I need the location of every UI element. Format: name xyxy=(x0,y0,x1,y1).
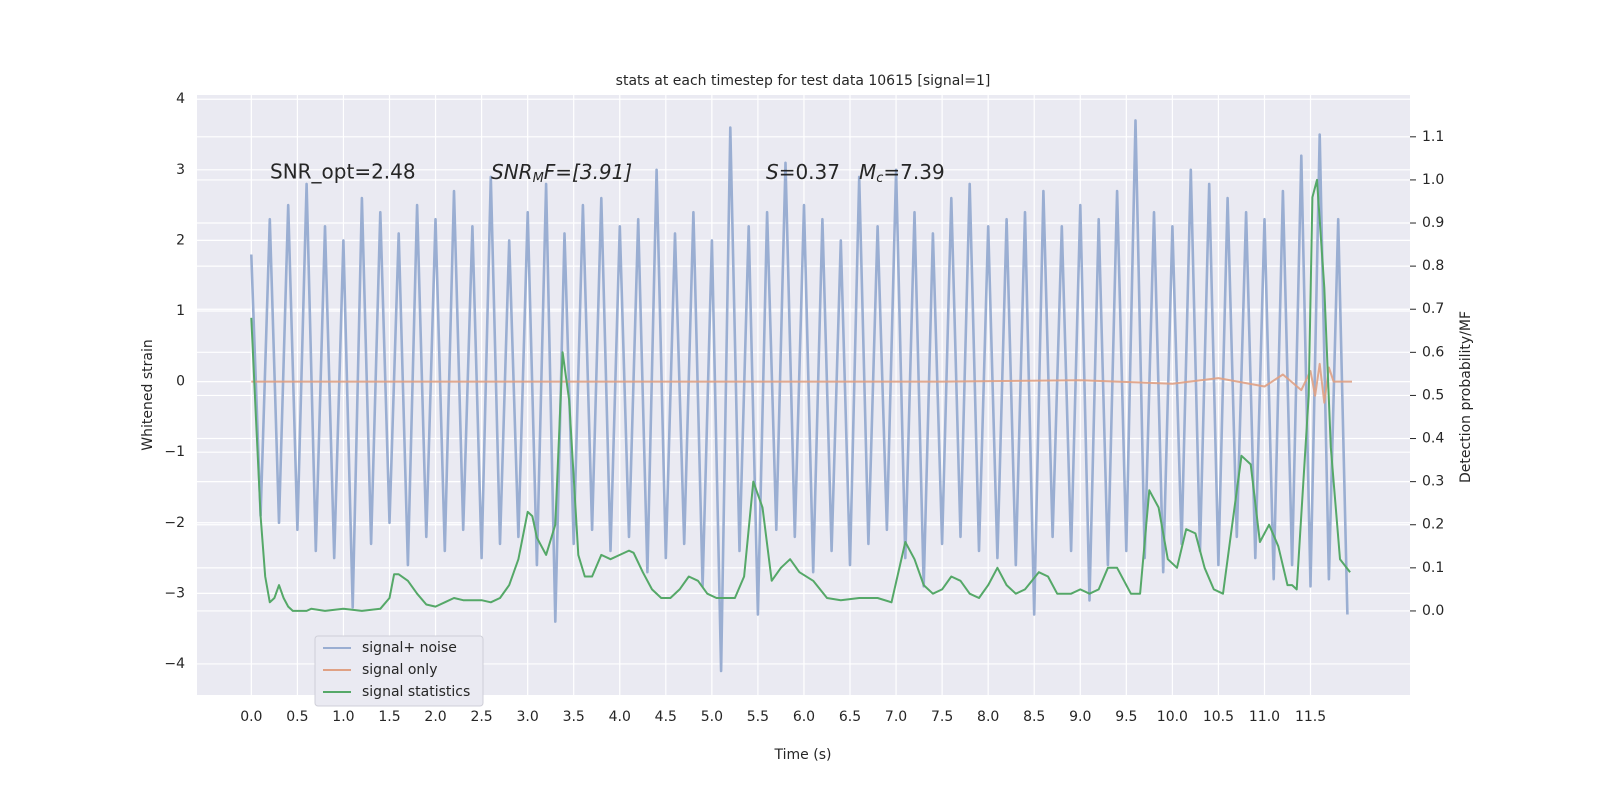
y-tick-label: 3 xyxy=(176,162,185,178)
x-tick-label: 8.5 xyxy=(1023,709,1045,725)
y-tick-label: −2 xyxy=(164,515,185,531)
y2-tick-label: 0.1 xyxy=(1422,560,1444,576)
y2-tick-label: 0.0 xyxy=(1422,603,1444,619)
x-tick-label: 2.0 xyxy=(424,709,446,725)
x-tick-label: 7.0 xyxy=(885,709,907,725)
y-tick-label: −4 xyxy=(164,656,185,672)
y2-tick-label: 0.4 xyxy=(1422,431,1444,447)
series-line xyxy=(250,119,1349,673)
annotation: SNRMF=[3.91] xyxy=(491,160,632,186)
x-tick-label: 8.0 xyxy=(977,709,999,725)
chart-title: stats at each timestep for test data 106… xyxy=(616,73,991,89)
annotation-part: M xyxy=(533,171,544,186)
y2-tick-label: 0.8 xyxy=(1422,258,1444,274)
x-tick-label: 11.0 xyxy=(1249,709,1280,725)
x-tick-label: 11.5 xyxy=(1295,709,1326,725)
x-tick-label: 6.0 xyxy=(793,709,815,725)
annotation-part: F=[3.91] xyxy=(544,160,632,184)
x-tick-label: 2.5 xyxy=(470,709,492,725)
y2-axis-label: Detection probability/MF xyxy=(1458,311,1474,483)
legend-box xyxy=(314,635,484,707)
x-tick-label: 3.5 xyxy=(563,709,585,725)
annotation: SNR_opt=2.48 xyxy=(270,160,416,184)
annotation-part: SNR xyxy=(491,160,533,184)
x-axis-label: Time (s) xyxy=(774,747,832,763)
y2-tick-label: 1.1 xyxy=(1422,129,1444,145)
x-tick-label: 9.0 xyxy=(1069,709,1091,725)
legend-label: signal+ noise xyxy=(362,640,457,656)
y2-tick-label: 0.9 xyxy=(1422,215,1444,231)
x-tick-label: 1.5 xyxy=(378,709,400,725)
y-tick-label: 4 xyxy=(176,91,185,107)
y2-tick-label: 0.5 xyxy=(1422,387,1444,403)
x-tick-label: 10.5 xyxy=(1203,709,1234,725)
annotation-part: S xyxy=(766,160,779,184)
y2-tick-label: 0.6 xyxy=(1422,344,1444,360)
y2-tick-label: 0.7 xyxy=(1422,301,1444,317)
x-tick-label: 0.0 xyxy=(240,709,262,725)
x-tick-label: 1.0 xyxy=(332,709,354,725)
y2-tick-label: 0.2 xyxy=(1422,517,1444,533)
y2-tick-label: 0.3 xyxy=(1422,474,1444,490)
annotation-part: M xyxy=(859,160,876,184)
x-tick-label: 10.0 xyxy=(1157,709,1188,725)
legend: signal+ noise signal only signal statistic… xyxy=(314,635,484,707)
y-tick-label: 2 xyxy=(176,232,185,248)
annotation-part: c xyxy=(876,171,883,186)
x-tick-label: 4.0 xyxy=(609,709,631,725)
annotation: Mc=7.39 xyxy=(859,160,945,186)
marks xyxy=(250,119,1352,673)
annotation-part: =7.39 xyxy=(883,160,944,184)
y2-tick-label: 1.0 xyxy=(1422,172,1444,188)
x-tick-label: 9.5 xyxy=(1115,709,1137,725)
y-tick-label: 0 xyxy=(176,374,185,390)
y-axis-label: Whitened strain xyxy=(140,339,156,450)
annotation-part: =0.37 xyxy=(779,160,840,184)
series-line xyxy=(250,178,1351,612)
legend-label: signal only xyxy=(362,662,437,678)
x-tick-label: 4.5 xyxy=(655,709,677,725)
x-tick-label: 0.5 xyxy=(286,709,308,725)
y-tick-label: 1 xyxy=(176,303,185,319)
legend-label: signal statistics xyxy=(362,684,470,700)
x-tick-label: 5.5 xyxy=(747,709,769,725)
x-tick-label: 3.0 xyxy=(517,709,539,725)
x-tick-label: 7.5 xyxy=(931,709,953,725)
x-tick-label: 5.0 xyxy=(701,709,723,725)
y-tick-label: −3 xyxy=(164,585,185,601)
x-tick-label: 6.5 xyxy=(839,709,861,725)
annotation: S=0.37 xyxy=(766,160,840,184)
y-tick-label: −1 xyxy=(164,444,185,460)
